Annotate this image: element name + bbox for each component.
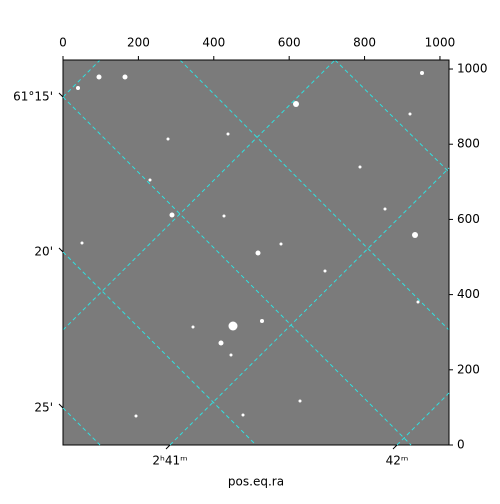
x-tick-label: 400 bbox=[202, 36, 225, 50]
dec-tick bbox=[58, 92, 64, 98]
ra-tick-label: 42ᵐ bbox=[386, 454, 409, 468]
y-tick-label: 1000 bbox=[457, 62, 488, 76]
dec-tick-label: 25' bbox=[34, 401, 53, 415]
x-tick-label: 600 bbox=[278, 36, 301, 50]
ra-tick bbox=[165, 444, 171, 450]
grid-line bbox=[62, 251, 257, 446]
dec-tick bbox=[58, 403, 64, 409]
x-tick-label: 1000 bbox=[425, 36, 456, 50]
dec-tick-label: 61°15' bbox=[13, 90, 53, 104]
y-tick-label: 800 bbox=[457, 137, 480, 151]
grid-line bbox=[62, 407, 101, 446]
grid-line bbox=[62, 96, 412, 446]
dec-tick-label: 20' bbox=[34, 245, 53, 259]
stars bbox=[76, 71, 424, 418]
y-tick-label: 400 bbox=[457, 287, 480, 301]
ra-tick-label: 2ʰ41ᵐ bbox=[152, 454, 187, 468]
x-tick-label: 0 bbox=[59, 36, 67, 50]
dec-tick bbox=[58, 247, 64, 253]
y-tick-label: 200 bbox=[457, 362, 480, 376]
x-axis-label: pos.eq.ra bbox=[228, 475, 284, 489]
x-tick-label: 200 bbox=[127, 36, 150, 50]
y-tick-label: 0 bbox=[457, 438, 465, 452]
grid-line bbox=[396, 392, 450, 446]
x-tick-label: 800 bbox=[353, 36, 376, 50]
grid-lines bbox=[62, 59, 450, 331]
ra-tick bbox=[392, 444, 398, 450]
y-tick-label: 600 bbox=[457, 212, 480, 226]
grid-line bbox=[169, 167, 450, 446]
